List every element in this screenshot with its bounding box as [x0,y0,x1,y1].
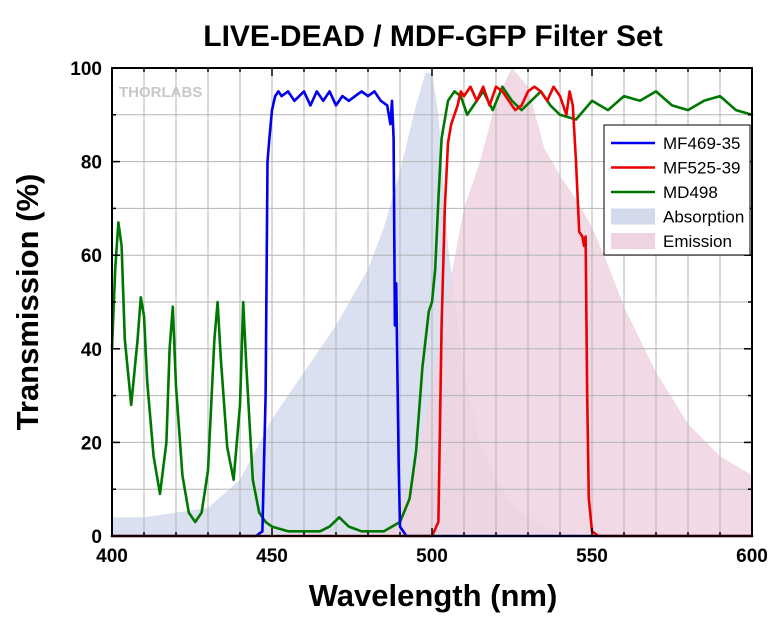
legend-label-md498: MD498 [663,183,718,202]
legend-label-emission: Emission [663,232,732,251]
series-line-md498 [110,85,754,533]
plot-area: THORLABS [110,67,754,538]
x-tick-label: 400 [96,546,128,567]
y-tick-label: 20 [81,433,102,454]
legend-label-mf525-39: MF525-39 [663,159,740,178]
legend-label-mf469-35: MF469-35 [663,134,740,153]
legend: MF469-35 MF525-39 MD498 Absorption Emission [603,124,751,256]
thorlabs-watermark: THORLABS [119,84,202,101]
series-line-mf525-39 [110,85,754,538]
x-tick-labels: 400 450 500 550 600 [96,546,768,567]
y-tick-labels: 0 20 40 60 80 100 [70,59,102,548]
chart-title: LIVE-DEAD / MDF-GFP Filter Set [203,20,662,53]
legend-swatch-emission [611,233,655,249]
y-tick-label: 60 [81,246,102,267]
x-tick-label: 600 [736,546,768,567]
legend-items: MF469-35 MF525-39 MD498 Absorption Emission [611,134,744,251]
filter-lines [110,85,754,538]
x-tick-label: 500 [416,546,448,567]
x-axis-title: Wavelength (nm) [309,578,558,613]
y-tick-label: 80 [81,153,102,174]
legend-label-absorption: Absorption [663,208,744,227]
y-tick-label: 40 [81,340,102,361]
x-tick-label: 450 [256,546,288,567]
legend-swatch-absorption [611,208,655,225]
y-tick-label: 0 [91,527,102,548]
y-axis-title: Transmission (%) [10,174,45,431]
axis-ticks [111,67,753,537]
y-tick-label: 100 [70,59,102,80]
x-tick-label: 550 [576,546,608,567]
series-line-mf469-35 [110,90,754,538]
